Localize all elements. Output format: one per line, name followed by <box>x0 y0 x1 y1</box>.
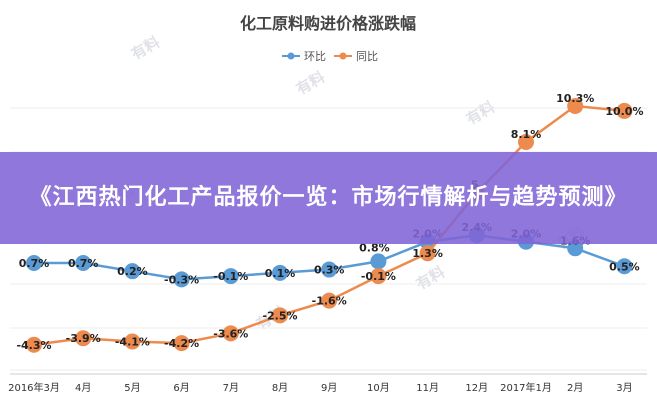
data-label: 8.1% <box>511 128 542 141</box>
x-tick-label: 9月 <box>321 382 337 394</box>
x-tick-label: 10月 <box>367 382 390 394</box>
data-label: 0.1% <box>265 267 296 280</box>
data-point <box>567 240 584 257</box>
data-point <box>567 98 584 114</box>
title-banner: 《江西热门化工产品报价一览：市场行情解析与趋势预测》 <box>0 152 657 244</box>
data-point <box>173 271 190 288</box>
watermark-text: 有料 <box>463 98 498 129</box>
data-point <box>272 307 288 324</box>
data-label: -4.1% <box>115 336 150 349</box>
x-tick-label: 5月 <box>124 382 140 394</box>
watermark-text: 有料 <box>128 33 163 64</box>
watermark-text: 有料 <box>293 68 328 99</box>
data-label: 1.3% <box>412 247 443 260</box>
data-point <box>222 325 239 342</box>
data-label: 0.8% <box>359 241 390 254</box>
x-tick-label: 4月 <box>75 382 91 394</box>
data-point <box>321 261 338 278</box>
x-tick-label: 8月 <box>272 382 288 394</box>
watermark-text: 有料 <box>413 263 448 294</box>
data-label: -4.3% <box>16 339 51 352</box>
data-point <box>616 102 633 119</box>
data-point <box>370 268 387 285</box>
legend-marker <box>287 52 295 60</box>
x-tick-label: 7月 <box>223 382 239 394</box>
x-axis: 2016年3月 4月 5月 6月 7月 8月 9月 10月 11月 12月 2017年1月 2月 3月 <box>8 373 647 394</box>
data-point <box>370 253 387 270</box>
data-point <box>272 264 288 281</box>
data-label: -2.5% <box>262 309 297 322</box>
data-label: -3.6% <box>213 327 248 340</box>
data-point <box>75 255 92 271</box>
x-tick-label: 2017年1月 <box>500 381 552 394</box>
data-label: 0.2% <box>117 265 148 278</box>
legend: 环比 同比 <box>282 50 378 63</box>
data-point <box>124 333 141 350</box>
data-point <box>419 245 436 262</box>
data-point <box>173 335 190 352</box>
data-point <box>616 258 633 275</box>
x-tick-label: 2月 <box>567 382 583 394</box>
data-label: 0.7% <box>19 257 50 270</box>
legend-label: 同比 <box>356 50 378 63</box>
x-tick-label: 11月 <box>416 382 439 394</box>
data-point <box>75 330 92 347</box>
data-label: 10.3% <box>556 92 594 105</box>
legend-label: 环比 <box>304 50 326 63</box>
data-point <box>124 263 141 280</box>
data-label: -4.2% <box>164 337 199 350</box>
data-label: -0.3% <box>164 273 199 286</box>
data-label: 0.7% <box>68 257 99 270</box>
data-label: 0.3% <box>314 264 345 277</box>
series-layer: 0.7%0.7%0.2%-0.3%-0.1%0.1%0.3%0.8%2.0%2.… <box>16 92 643 353</box>
x-tick-label: 12月 <box>465 382 488 394</box>
legend-marker <box>339 52 347 60</box>
data-label: -0.1% <box>213 270 248 283</box>
data-label: -3.9% <box>66 332 101 345</box>
data-label: -1.6% <box>312 295 347 308</box>
data-label: -0.1% <box>361 270 396 283</box>
banner-text: 《江西热门化工产品报价一览：市场行情解析与趋势预测》 <box>29 185 628 210</box>
x-tick-label: 2016年3月 <box>8 381 60 394</box>
data-point <box>26 255 42 271</box>
data-point <box>222 268 239 285</box>
chart-title: 化工原料购进价格涨跌幅 <box>240 14 416 33</box>
data-point <box>518 133 534 150</box>
data-point <box>321 292 338 309</box>
x-tick-label: 6月 <box>173 382 189 394</box>
x-tick-label: 3月 <box>616 382 632 394</box>
data-label: 10.0% <box>605 105 643 118</box>
data-label: 0.5% <box>609 260 640 273</box>
data-point <box>26 336 42 353</box>
